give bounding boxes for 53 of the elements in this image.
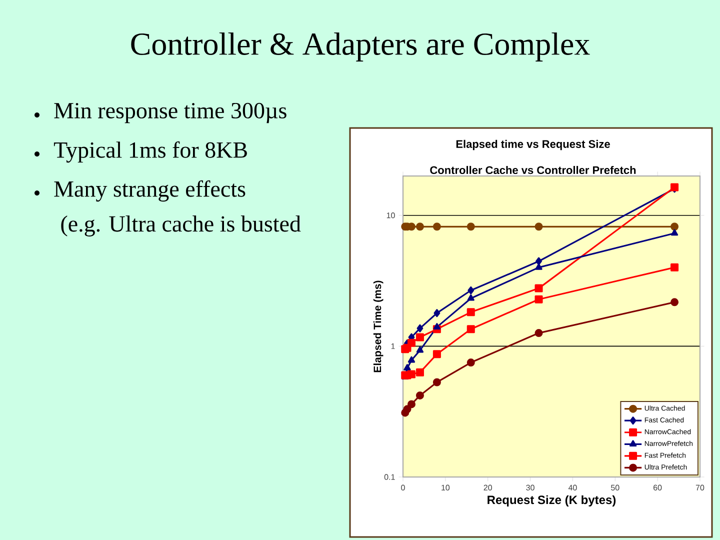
point bbox=[432, 350, 441, 358]
point bbox=[416, 324, 424, 332]
x-tick-label: 30 bbox=[526, 484, 534, 490]
y-tick-label: 1 bbox=[391, 343, 395, 349]
y-axis-title: Elapsed Time (ms) bbox=[373, 280, 384, 372]
point bbox=[404, 364, 411, 370]
point bbox=[535, 263, 542, 270]
x-tick-label: 0 bbox=[401, 484, 405, 490]
point bbox=[467, 294, 474, 301]
text: Typical 1ms for 8KB bbox=[54, 141, 247, 163]
x-tick-label: 50 bbox=[611, 484, 620, 490]
point bbox=[536, 257, 542, 266]
x-tick-label: 20 bbox=[484, 484, 492, 490]
point bbox=[416, 333, 424, 342]
point bbox=[670, 229, 678, 236]
point bbox=[408, 356, 416, 363]
point bbox=[468, 286, 474, 294]
point bbox=[670, 263, 679, 272]
point bbox=[466, 308, 475, 316]
point bbox=[403, 405, 412, 414]
x-tick-label: 10 bbox=[442, 484, 450, 490]
point bbox=[416, 391, 424, 400]
point bbox=[407, 400, 416, 408]
point bbox=[407, 370, 416, 378]
y-tick-label: 0.1 bbox=[384, 474, 395, 480]
x-tick-label: 60 bbox=[654, 484, 662, 490]
x-axis-title: Request Size (K bytes) bbox=[488, 495, 616, 507]
x-tick-label: 70 bbox=[696, 484, 704, 490]
text: Controller & Adapters are Complex bbox=[131, 32, 590, 62]
point bbox=[416, 222, 424, 231]
text: Many strange effects bbox=[54, 180, 246, 202]
point bbox=[416, 346, 424, 353]
point bbox=[466, 325, 475, 334]
point bbox=[534, 222, 543, 231]
point bbox=[534, 284, 543, 292]
point bbox=[432, 222, 441, 231]
point bbox=[534, 329, 543, 338]
point bbox=[407, 338, 416, 347]
text: (e.g. Ultra cache is busted bbox=[61, 216, 301, 236]
text: Min response time 300µs bbox=[54, 102, 286, 124]
point bbox=[432, 378, 441, 386]
point bbox=[670, 298, 679, 306]
chart-subtitle: Controller Cache vs Controller Prefetch bbox=[430, 166, 636, 174]
y-tick-label: 10 bbox=[386, 212, 395, 218]
x-tick-label: 40 bbox=[568, 484, 577, 490]
point bbox=[534, 295, 543, 304]
point bbox=[466, 358, 475, 367]
point bbox=[416, 368, 424, 376]
point bbox=[434, 309, 440, 318]
point bbox=[670, 222, 679, 231]
chart-title: Elapsed time vs Request Size bbox=[456, 140, 610, 150]
point bbox=[433, 323, 441, 330]
point bbox=[466, 222, 475, 231]
